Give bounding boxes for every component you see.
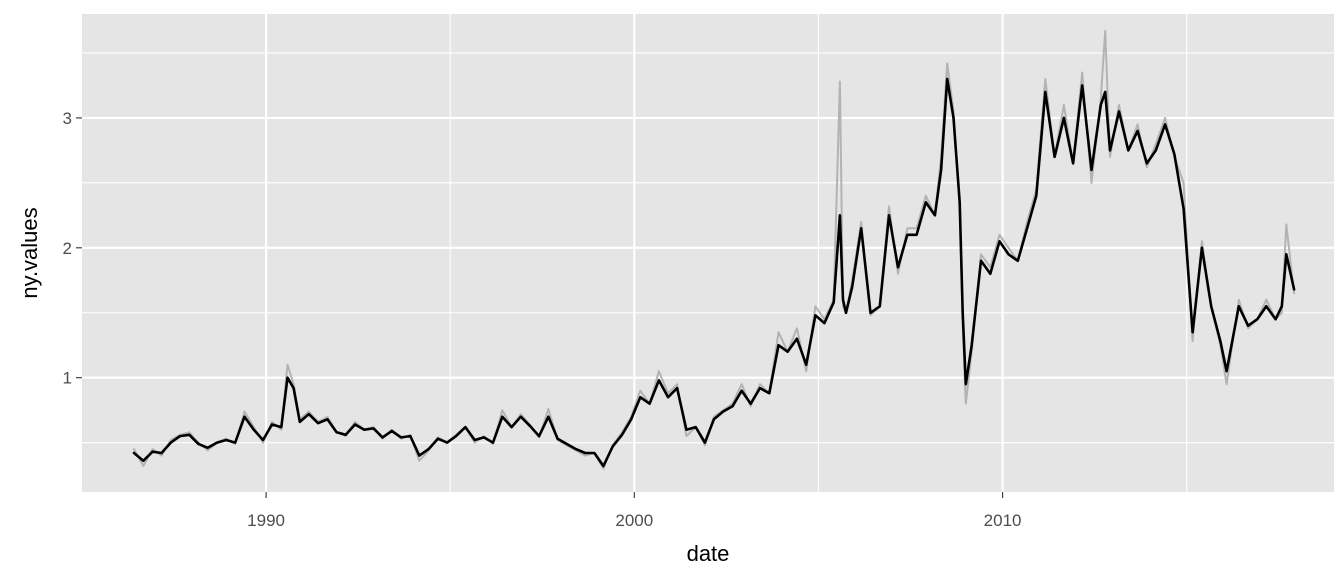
plot-panel	[82, 14, 1334, 492]
x-axis-title: date	[687, 541, 730, 566]
x-axis-ticks: 1990 2000 2010	[247, 492, 1022, 530]
x-tick-label: 2000	[615, 511, 653, 530]
x-tick-label: 2010	[984, 511, 1022, 530]
y-axis-ticks: 1 2 3	[63, 109, 82, 388]
y-axis-title: ny.values	[17, 207, 42, 298]
series-lines	[132, 29, 1296, 470]
y-tick-label: 3	[63, 109, 72, 128]
y-tick-label: 2	[63, 239, 72, 258]
x-tick-label: 1990	[247, 511, 285, 530]
y-tick-label: 1	[63, 369, 72, 388]
minor-gridlines	[82, 14, 1334, 492]
smoothed-series-line	[132, 77, 1296, 468]
